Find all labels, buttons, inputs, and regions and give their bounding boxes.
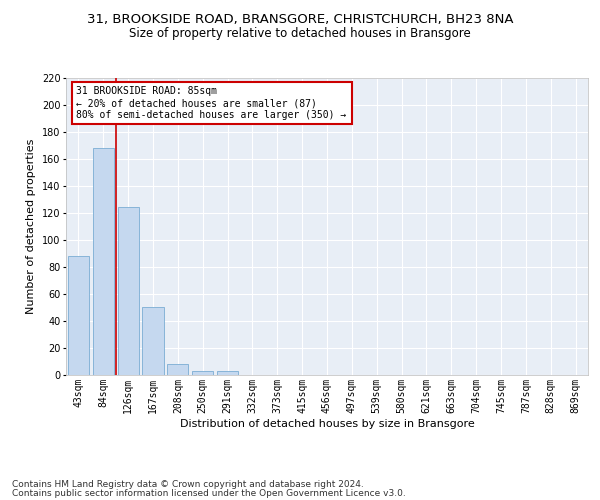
- Bar: [68, 256, 89, 375]
- Y-axis label: Number of detached properties: Number of detached properties: [26, 138, 36, 314]
- Bar: [217, 371, 238, 375]
- Text: Size of property relative to detached houses in Bransgore: Size of property relative to detached ho…: [129, 28, 471, 40]
- Text: 31 BROOKSIDE ROAD: 85sqm
← 20% of detached houses are smaller (87)
80% of semi-d: 31 BROOKSIDE ROAD: 85sqm ← 20% of detach…: [76, 86, 347, 120]
- Bar: [93, 148, 114, 375]
- Text: Contains HM Land Registry data © Crown copyright and database right 2024.: Contains HM Land Registry data © Crown c…: [12, 480, 364, 489]
- X-axis label: Distribution of detached houses by size in Bransgore: Distribution of detached houses by size …: [179, 418, 475, 428]
- Bar: [118, 208, 139, 375]
- Text: Contains public sector information licensed under the Open Government Licence v3: Contains public sector information licen…: [12, 488, 406, 498]
- Text: 31, BROOKSIDE ROAD, BRANSGORE, CHRISTCHURCH, BH23 8NA: 31, BROOKSIDE ROAD, BRANSGORE, CHRISTCHU…: [87, 12, 513, 26]
- Bar: [142, 308, 164, 375]
- Bar: [167, 364, 188, 375]
- Bar: [192, 371, 213, 375]
